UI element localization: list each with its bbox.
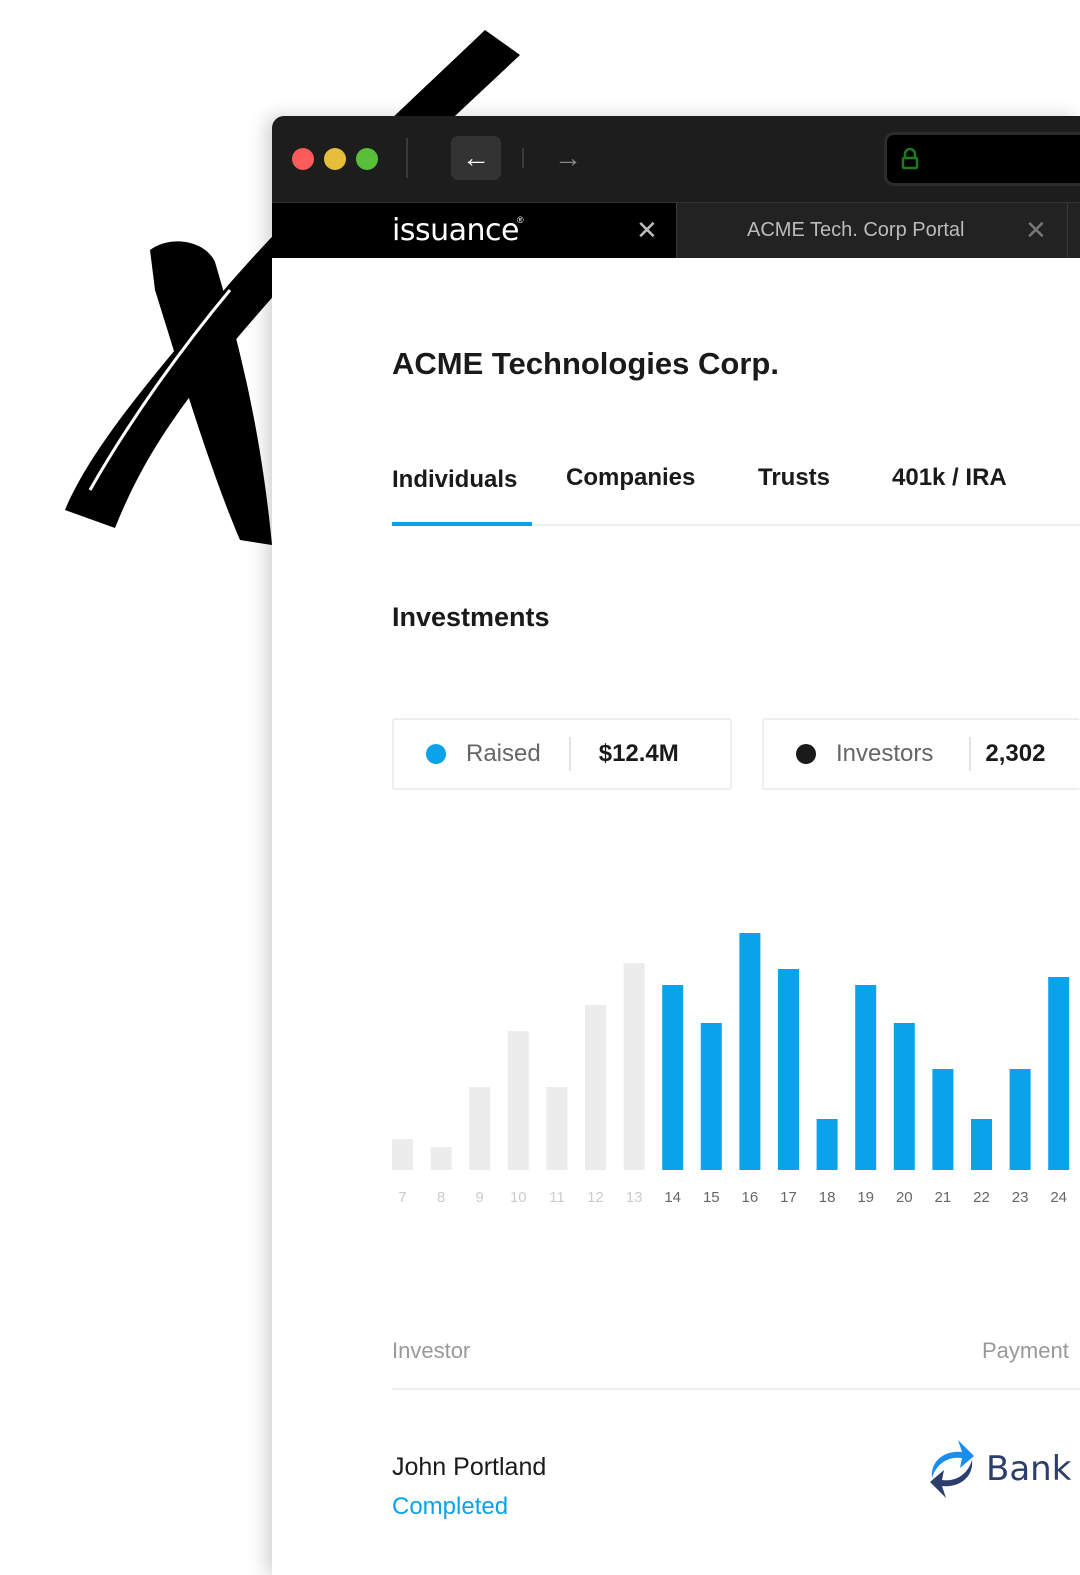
stat-value: $12.4M (598, 740, 679, 767)
raised-stat: Raised $12.4M (392, 718, 732, 790)
forward-arrow-icon[interactable]: → (554, 142, 582, 173)
minimize-window-button[interactable] (324, 148, 346, 170)
maximize-window-button[interactable] (356, 148, 378, 170)
stat-label: Investors (836, 740, 934, 767)
investors-dot-icon (796, 744, 816, 764)
issuance-logo: issuance (392, 213, 519, 248)
divider (406, 138, 408, 178)
active-tab-indicator (392, 522, 532, 526)
bank-transfer-icon (930, 1440, 974, 1498)
status-badge: Completed (392, 1493, 509, 1520)
payment-method: Bank (928, 1438, 1071, 1500)
tab-issuance[interactable]: issuance ® ✕ (272, 203, 676, 258)
page-title: ACME Technologies Corp. (392, 346, 779, 381)
browser-toolbar: ← → (272, 116, 1080, 202)
close-icon[interactable]: ✕ (1025, 215, 1047, 245)
investors-stat: Investors 2,302 (762, 718, 1080, 790)
column-header-investor: Investor (392, 1338, 471, 1363)
tab-companies[interactable]: Companies (566, 464, 696, 491)
browser-window: ← → issuance ® ✕ ACME Tech. Corp Portal ✕… (272, 116, 1080, 1575)
tab-individuals[interactable]: Individuals (392, 466, 518, 493)
raised-dot-icon (426, 744, 446, 764)
lock-icon (901, 148, 919, 170)
tab-trusts[interactable]: Trusts (758, 464, 831, 491)
tab-acme-portal[interactable]: ACME Tech. Corp Portal ✕ (676, 203, 1068, 258)
browser-tab-bar: issuance ® ✕ ACME Tech. Corp Portal ✕ (272, 202, 1080, 258)
back-arrow-icon[interactable]: ← (451, 136, 501, 180)
divider (522, 148, 524, 168)
stat-value: 2,302 (985, 740, 1046, 767)
close-window-button[interactable] (292, 148, 314, 170)
tab-401k-ira[interactable]: 401k / IRA (892, 464, 1007, 491)
stat-label: Raised (466, 740, 541, 767)
address-bar[interactable] (884, 132, 1080, 186)
close-icon[interactable]: ✕ (636, 215, 658, 245)
column-header-payment: Payment (982, 1338, 1069, 1363)
entity-tabs: Individuals Companies Trusts 401k / IRA (392, 450, 1080, 526)
payment-label: Bank (986, 1449, 1072, 1489)
section-title: Investments (392, 602, 550, 632)
investor-name[interactable]: John Portland (392, 1453, 547, 1481)
tab-label: ACME Tech. Corp Portal (747, 219, 965, 241)
